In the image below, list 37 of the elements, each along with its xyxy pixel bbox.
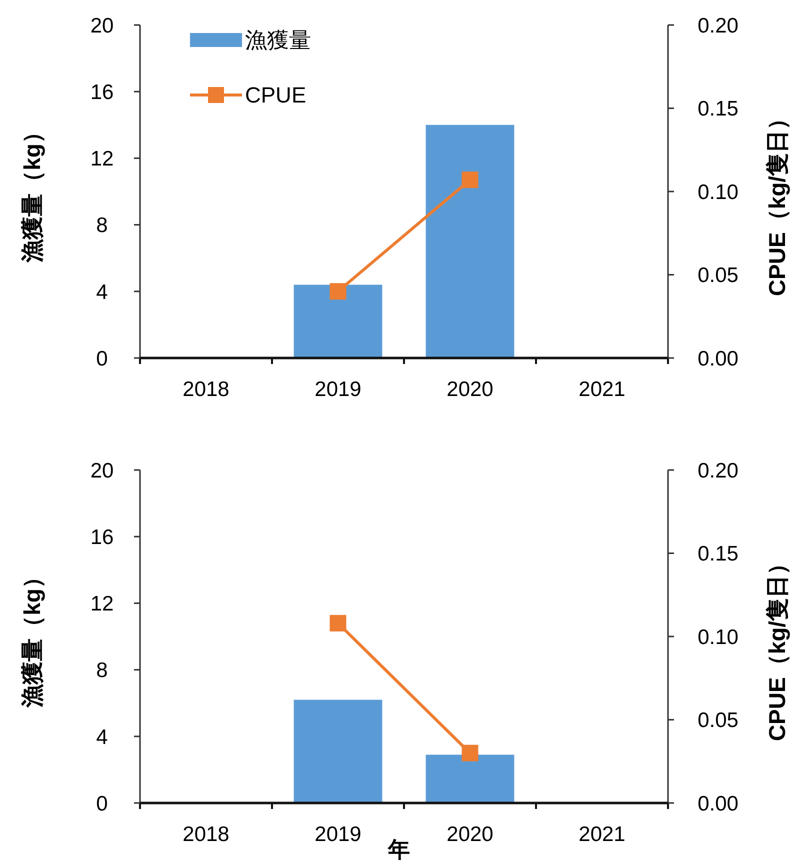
y2-tick-label: 0.05 [698,264,738,288]
y-tick-label: 12 [90,592,114,616]
y2-tick-label: 0.20 [698,14,738,38]
y-tick-label: 8 [96,659,108,682]
y-tick-label: 16 [90,526,114,549]
y-tick-label: 0 [96,347,108,370]
y-tick-label: 20 [90,459,114,482]
legend-label: 漁獲量 [245,28,311,53]
legend-label: CPUE [245,82,306,108]
y2-axis-title: CPUE（kg/隻日） [764,106,790,296]
y2-axis-title: CPUE（kg/隻日） [764,552,790,742]
x-tick-label: 2019 [314,378,362,401]
y-tick-label: 20 [90,14,114,38]
x-axis-title: 年 [387,837,410,862]
y2-tick-label: 0.10 [698,180,738,204]
x-tick-label: 2020 [446,823,494,846]
x-tick-label: 2019 [314,823,362,846]
x-tick-label: 2018 [182,823,230,846]
y-tick-label: 16 [90,80,114,104]
y-tick-label: 12 [90,148,114,171]
x-tick-label: 2018 [182,378,230,401]
y-tick-label: 8 [96,214,108,238]
y2-tick-label: 0.10 [698,626,738,649]
x-tick-label: 2021 [578,378,626,401]
y2-tick-label: 0.15 [698,542,738,566]
y-tick-label: 4 [96,726,108,749]
x-tick-label: 2021 [578,823,626,846]
y-axis-title: 漁獲量（kg） [19,120,45,264]
y-axis-title: 漁獲量（kg） [19,566,45,708]
y-tick-label: 4 [96,280,108,304]
y-tick-label: 0 [96,792,108,816]
y2-tick-label: 0.20 [698,459,738,482]
x-tick-label: 2020 [446,378,494,401]
y2-tick-label: 0.00 [698,347,738,370]
y2-tick-label: 0.05 [698,709,738,732]
y2-tick-label: 0.15 [698,98,738,121]
y2-tick-label: 0.00 [698,792,738,816]
